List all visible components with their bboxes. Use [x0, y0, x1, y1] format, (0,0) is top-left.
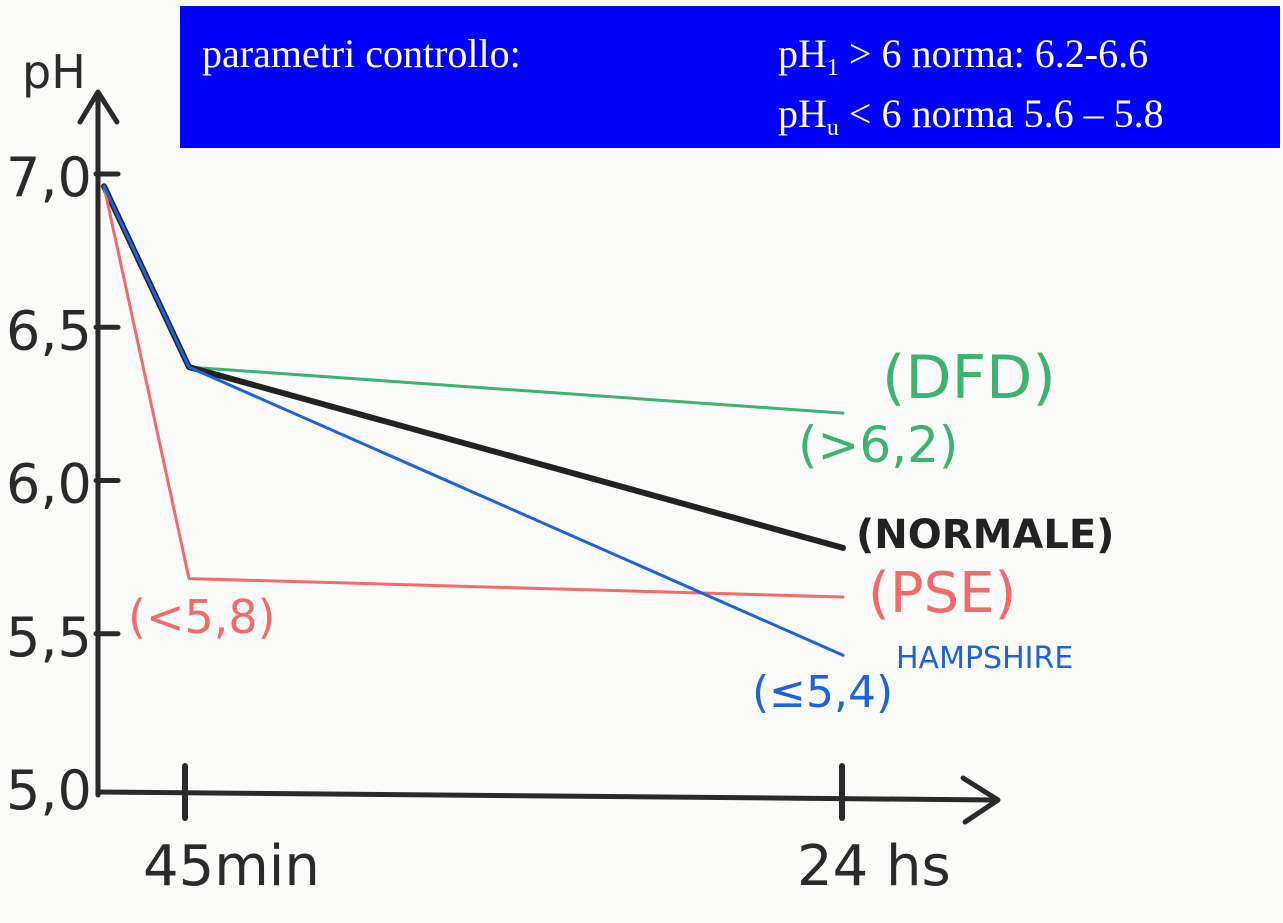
x-tick-label: 24 hs — [797, 834, 951, 899]
x-axis — [95, 789, 998, 803]
series-line — [102, 184, 845, 657]
series-note-dfd: (>6,2) — [798, 416, 958, 474]
series-line — [102, 184, 845, 599]
y-tick-label: 7,0 — [6, 146, 92, 209]
labels: pH 7,0 6,5 6,0 5,5 5,0 45min 24 hs (DFD)(>6,2) (N… — [6, 45, 1114, 899]
series-label-dfd: (DFD) — [882, 343, 1056, 413]
y-tick-label: 6,5 — [6, 299, 92, 362]
series-label-pse: (PSE) — [868, 561, 1016, 626]
series-label-normale: (NORMALE) — [856, 512, 1114, 558]
phu-prefix: pH — [778, 91, 827, 136]
series-label-hampshire: HAMPSHIRE — [896, 641, 1073, 676]
y-axis-arrow — [77, 89, 120, 125]
y-tick-label: 6,0 — [6, 453, 92, 516]
series-lines — [101, 183, 846, 657]
parameters-banner: parametri controllo: pH1 > 6 norma: 6.2-… — [180, 6, 1280, 148]
ph1-subscript: 1 — [826, 55, 839, 81]
ph1-rest: > 6 norma: 6.2-6.6 — [838, 31, 1149, 76]
phu-rest: < 6 norma 5.6 – 5.8 — [838, 91, 1164, 136]
phu-subscript: u — [826, 115, 839, 141]
banner-line-ph1: pH1 > 6 norma: 6.2-6.6 — [778, 31, 1149, 81]
x-tick-label: 45min — [143, 834, 320, 899]
x-axis-arrow — [960, 775, 1001, 825]
y-tick-label: 5,5 — [6, 606, 92, 669]
series-note-hampshire: (≤5,4) — [752, 667, 893, 718]
banner-label: parametri controllo: — [202, 31, 521, 76]
ph1-prefix: pH — [778, 31, 827, 76]
y-axis-label: pH — [22, 45, 86, 99]
banner-line-phu: pHu < 6 norma 5.6 – 5.8 — [778, 91, 1164, 141]
axes — [77, 89, 1001, 825]
y-tick-label: 5,0 — [6, 759, 92, 822]
series-note-pse: (<5,8) — [128, 590, 276, 644]
